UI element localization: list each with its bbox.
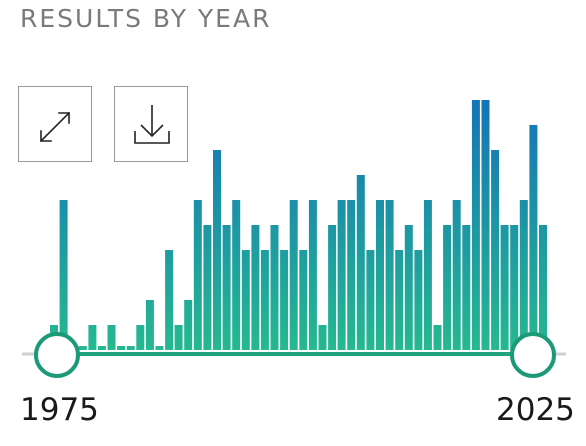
histogram-bar-2009 bbox=[376, 200, 384, 350]
slider-end-handle[interactable] bbox=[510, 332, 556, 378]
histogram-bar-1981 bbox=[107, 325, 116, 350]
histogram-bar-1983 bbox=[126, 346, 135, 350]
histogram-bar-2011 bbox=[395, 250, 404, 350]
slider-start-handle[interactable] bbox=[34, 332, 80, 378]
expand-arrows-icon bbox=[39, 111, 71, 143]
start-year-label: 1975 bbox=[20, 392, 99, 428]
histogram-bar-2016 bbox=[443, 225, 452, 350]
histogram-bar-1991 bbox=[203, 225, 212, 350]
histogram-bar-2012 bbox=[404, 225, 413, 350]
histogram-bar-2025 bbox=[539, 225, 547, 350]
histogram-bar-2006 bbox=[347, 200, 356, 350]
download-tray-icon bbox=[134, 105, 170, 144]
histogram-bar-2002 bbox=[308, 200, 317, 350]
widget-title: RESULTS BY YEAR bbox=[20, 4, 272, 33]
histogram-bar-2017 bbox=[452, 200, 461, 350]
histogram-bar-2005 bbox=[337, 200, 346, 350]
histogram-bar-1994 bbox=[232, 200, 241, 350]
histogram-bar-1984 bbox=[136, 325, 145, 350]
end-year-label: 2025 bbox=[496, 392, 575, 428]
histogram-bar-2020 bbox=[481, 100, 490, 350]
histogram-bar-1995 bbox=[241, 250, 250, 350]
histogram-bar-1990 bbox=[193, 200, 202, 350]
histogram-bar-2008 bbox=[366, 250, 375, 350]
histogram-bar-1997 bbox=[260, 250, 269, 350]
histogram-bar-2022 bbox=[500, 225, 509, 350]
histogram-bar-1988 bbox=[174, 325, 183, 350]
histogram-bar-1999 bbox=[280, 250, 289, 350]
histogram-bar-2024 bbox=[519, 200, 528, 350]
histogram-bar-1989 bbox=[184, 300, 193, 350]
histogram-bar-2007 bbox=[356, 175, 365, 350]
histogram-bar-1976 bbox=[59, 200, 68, 350]
histogram-bar-1982 bbox=[117, 346, 126, 350]
histogram-bar-1985 bbox=[145, 300, 154, 350]
histogram-bar-2004 bbox=[328, 225, 337, 350]
histogram-bar-2015 bbox=[433, 325, 442, 350]
histogram-bar-1979 bbox=[88, 325, 97, 350]
histogram-bar-2024 bbox=[529, 125, 538, 350]
expand-button[interactable] bbox=[18, 86, 92, 162]
histogram-bar-2000 bbox=[289, 200, 298, 350]
histogram-bar-1986 bbox=[155, 346, 164, 350]
histogram-bar-2014 bbox=[423, 200, 432, 350]
histogram-bar-2010 bbox=[385, 200, 394, 350]
histogram-bar-2001 bbox=[299, 250, 308, 350]
histogram-bar-2019 bbox=[471, 100, 480, 350]
histogram-bar-1998 bbox=[270, 225, 279, 350]
histogram-bar-1996 bbox=[251, 225, 260, 350]
histogram-bar-2003 bbox=[318, 325, 327, 350]
histogram-bar-1987 bbox=[165, 250, 174, 350]
histogram-bar-1993 bbox=[222, 225, 231, 350]
histogram-bar-2021 bbox=[491, 150, 500, 350]
histogram-bar-1992 bbox=[213, 150, 221, 350]
download-button[interactable] bbox=[114, 86, 188, 162]
histogram-bar-2013 bbox=[414, 250, 423, 350]
histogram-bar-2018 bbox=[462, 225, 471, 350]
histogram-bar-1978 bbox=[78, 346, 87, 350]
histogram-bar-2023 bbox=[510, 225, 519, 350]
histogram-bar-1980 bbox=[97, 346, 106, 350]
